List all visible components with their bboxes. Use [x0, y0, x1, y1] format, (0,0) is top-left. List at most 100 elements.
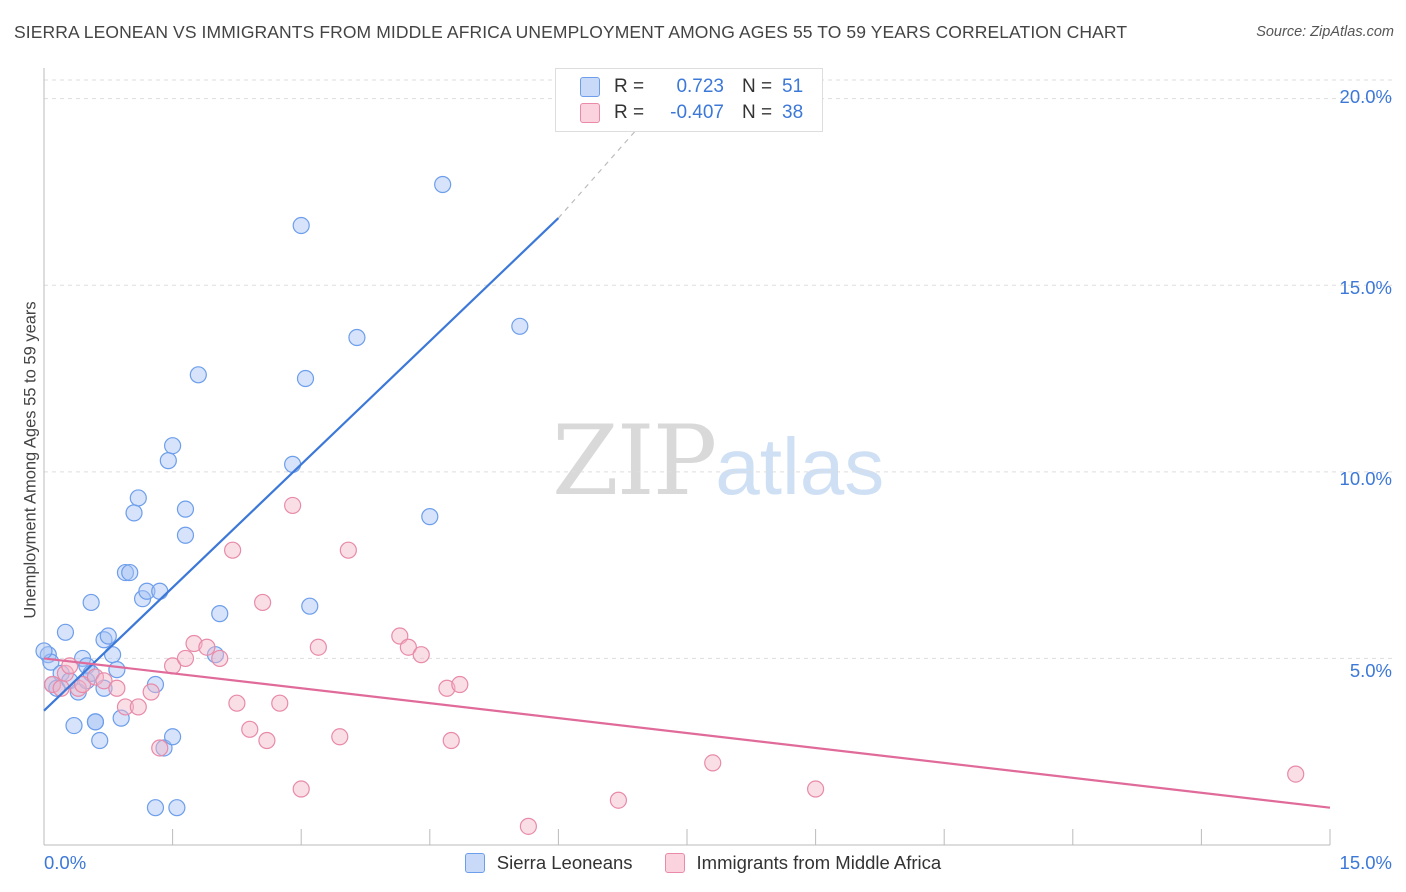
- legend-row-sierra-leoneans: R = 0.723 N = 51: [580, 75, 803, 99]
- series-legend: Sierra Leoneans Immigrants from Middle A…: [0, 852, 1406, 874]
- legend-n-value: 51: [782, 76, 804, 97]
- y-tick-label-15: 15.0%: [1339, 277, 1392, 298]
- source-label: Source: ZipAtlas.com: [1256, 24, 1394, 40]
- point-sierra-leonean-48: [434, 175, 452, 194]
- legend-n-label: N =: [742, 102, 773, 123]
- point-middle-africa-24: [284, 496, 302, 515]
- series-name-immigrants: Immigrants from Middle Africa: [696, 852, 942, 873]
- y-tick-label-5: 5.0%: [1349, 660, 1392, 681]
- point-sierra-leonean-35: [164, 728, 182, 746]
- point-middle-africa-7: [95, 672, 113, 690]
- point-middle-africa-6: [86, 668, 105, 686]
- point-middle-africa-22: [258, 731, 276, 750]
- point-middle-africa-16: [198, 638, 216, 656]
- point-middle-africa-26: [309, 638, 327, 656]
- point-sierra-leonean-34: [164, 437, 182, 455]
- y-tick-label-10: 10.0%: [1339, 468, 1392, 489]
- point-middle-africa-34: [451, 675, 469, 694]
- point-sierra-leonean-19: [99, 627, 117, 645]
- point-sierra-leonean-45: [301, 597, 319, 615]
- point-sierra-leonean-33: [159, 452, 177, 470]
- point-sierra-leonean-16: [91, 731, 109, 750]
- point-sierra-leonean-7: [65, 716, 83, 735]
- legend-swatch-pink: [580, 103, 600, 123]
- point-sierra-leonean-41: [211, 605, 229, 623]
- point-middle-africa-9: [116, 698, 135, 716]
- x-tick-label-max: 15.0%: [1339, 852, 1392, 873]
- point-middle-africa-27: [331, 728, 349, 746]
- point-middle-africa-25: [292, 780, 310, 798]
- watermark: ZIPatlas: [552, 405, 884, 517]
- point-middle-africa-33: [442, 731, 460, 750]
- point-sierra-leonean-13: [82, 593, 100, 612]
- correlation-legend: R = 0.723 N = 51 R = -0.407 N = 38: [555, 68, 823, 132]
- y-tick-label-20: 20.0%: [1339, 86, 1392, 107]
- point-middle-africa-37: [704, 754, 722, 772]
- point-middle-africa-20: [241, 720, 259, 738]
- point-middle-africa-19: [228, 694, 246, 712]
- series-swatch-pink: [664, 853, 685, 873]
- y-axis-label-wrap: Unemployment Among Ages 55 to 59 years: [16, 270, 46, 650]
- point-sierra-leonean-5: [56, 623, 75, 641]
- point-sierra-leonean-23: [116, 563, 135, 582]
- point-middle-africa-11: [142, 683, 160, 701]
- series-swatch-blue: [464, 853, 485, 873]
- point-sierra-leonean-26: [129, 489, 147, 507]
- series-legend-item-sierra-leoneans: Sierra Leoneans: [464, 852, 633, 874]
- point-sierra-leonean-21: [108, 661, 126, 679]
- point-middle-africa-30: [399, 638, 417, 656]
- point-sierra-leonean-38: [176, 526, 195, 544]
- legend-swatch-blue: [580, 77, 600, 97]
- point-sierra-leonean-43: [292, 216, 310, 235]
- point-middle-africa-23: [271, 694, 289, 712]
- trend-line-extension-sierra-leonean: [557, 120, 645, 219]
- point-middle-africa-0: [43, 675, 62, 694]
- point-middle-africa-5: [73, 675, 92, 694]
- point-sierra-leonean-30: [146, 799, 165, 817]
- point-sierra-leonean-22: [112, 709, 130, 727]
- legend-r-label: R =: [614, 76, 645, 97]
- point-sierra-leonean-49: [511, 317, 529, 335]
- point-middle-africa-35: [519, 817, 537, 835]
- point-sierra-leonean-39: [189, 366, 207, 384]
- point-middle-africa-8: [108, 679, 126, 697]
- point-middle-africa-14: [176, 649, 195, 668]
- chart-title: SIERRA LEONEAN VS IMMIGRANTS FROM MIDDLE…: [14, 22, 1128, 42]
- point-sierra-leonean-37: [176, 500, 195, 518]
- point-sierra-leonean-25: [125, 504, 143, 522]
- point-middle-africa-28: [339, 541, 357, 559]
- point-sierra-leonean-28: [138, 582, 156, 600]
- point-middle-africa-18: [224, 541, 242, 559]
- point-sierra-leonean-15: [86, 713, 105, 731]
- legend-r-value: 0.723: [676, 76, 724, 97]
- legend-row-immigrants: R = -0.407 N = 38: [580, 101, 803, 125]
- point-sierra-leonean-31: [151, 582, 169, 600]
- legend-r-value: -0.407: [670, 102, 724, 123]
- series-legend-item-immigrants: Immigrants from Middle Africa: [664, 852, 942, 874]
- point-middle-africa-38: [806, 780, 825, 798]
- point-middle-africa-32: [438, 679, 456, 697]
- point-middle-africa-31: [412, 646, 430, 664]
- legend-n-value: 38: [782, 102, 804, 123]
- point-sierra-leonean-24: [121, 563, 139, 582]
- trend-line-sierra-leonean: [43, 217, 560, 712]
- point-sierra-leonean-44: [296, 369, 315, 388]
- point-sierra-leonean-42: [284, 455, 302, 473]
- point-sierra-leonean-47: [421, 508, 439, 526]
- point-middle-africa-36: [609, 791, 628, 809]
- y-axis-label: Unemployment Among Ages 55 to 59 years: [21, 301, 40, 619]
- x-tick-label-min: 0.0%: [44, 852, 87, 873]
- point-middle-africa-15: [185, 634, 203, 653]
- series-name-sierra-leoneans: Sierra Leoneans: [496, 852, 633, 873]
- watermark-zip: ZIP: [552, 405, 717, 517]
- trend-line-middle-africa: [43, 657, 1331, 809]
- point-middle-africa-39: [1287, 765, 1305, 783]
- legend-n-label: N =: [742, 76, 773, 97]
- point-sierra-leonean-46: [348, 328, 366, 347]
- legend-r-label: R =: [614, 102, 645, 123]
- point-middle-africa-12: [151, 739, 169, 757]
- point-middle-africa-21: [254, 593, 272, 612]
- point-sierra-leonean-36: [168, 799, 186, 817]
- point-middle-africa-10: [129, 698, 147, 716]
